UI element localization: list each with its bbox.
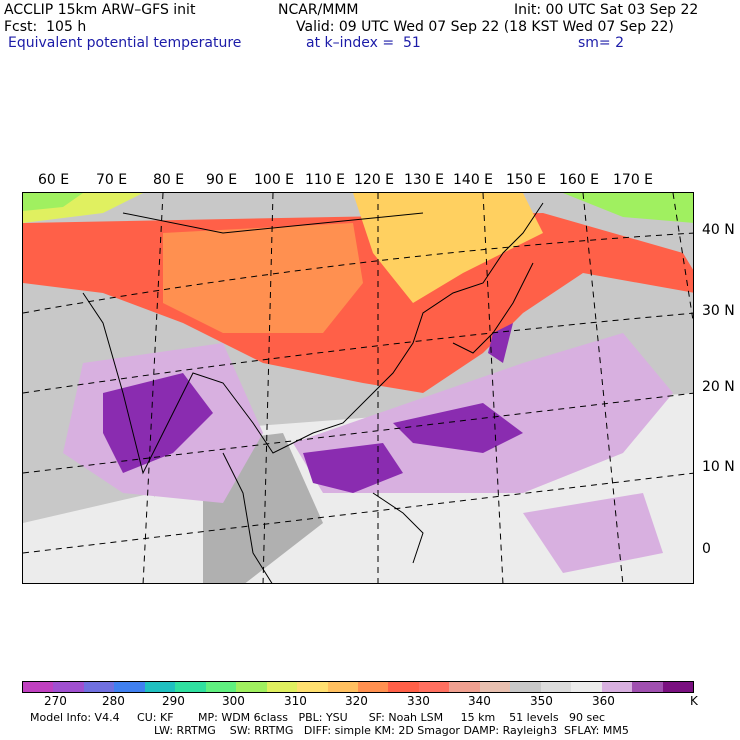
equatorial-light-purple bbox=[523, 493, 663, 573]
colorbar-segment bbox=[449, 682, 480, 692]
colorbar-tick: 290 bbox=[162, 694, 185, 708]
init-time: Init: 00 UTC Sat 03 Sep 22 bbox=[514, 2, 699, 18]
forecast-hour: Fcst: 105 h bbox=[4, 19, 87, 35]
lat-label: 0 bbox=[702, 541, 711, 557]
indian-ocean-light bbox=[23, 493, 183, 583]
india-moist-core bbox=[103, 373, 213, 473]
colorbar-tick: 310 bbox=[284, 694, 307, 708]
lon-label: 140 E bbox=[453, 172, 494, 188]
organization-label: NCAR/MMM bbox=[278, 2, 359, 18]
colorbar bbox=[22, 681, 694, 693]
northeast-yellow-region bbox=[353, 193, 543, 303]
lon-label: 160 E bbox=[559, 172, 600, 188]
lon-label: 120 E bbox=[354, 172, 395, 188]
lat-label: 20 N bbox=[702, 379, 735, 395]
lon-label: 80 E bbox=[153, 172, 185, 188]
valid-time: Valid: 09 UTC Wed 07 Sep 22 (18 KST Wed … bbox=[296, 19, 674, 35]
theta-e-map bbox=[22, 192, 694, 584]
colorbar-segment bbox=[540, 682, 572, 692]
lon-label: 150 E bbox=[506, 172, 547, 188]
colorbar-segment bbox=[205, 682, 237, 692]
field-name: Equivalent potential temperature bbox=[8, 35, 242, 51]
colorbar-segment bbox=[53, 682, 84, 692]
colorbar-segment bbox=[327, 682, 358, 692]
smoothing-value: sm= 2 bbox=[578, 35, 625, 51]
lon-label: 170 E bbox=[613, 172, 654, 188]
colorbar-segment bbox=[114, 682, 145, 692]
colorbar-segment bbox=[388, 682, 419, 692]
lon-label: 60 E bbox=[38, 172, 70, 188]
colorbar-tick: 350 bbox=[530, 694, 553, 708]
lat-label: 30 N bbox=[702, 303, 735, 319]
colorbar-segment bbox=[266, 682, 298, 692]
level-index: at k–index = 51 bbox=[306, 35, 421, 51]
colorbar-segment bbox=[236, 682, 267, 692]
colorbar-tick: 300 bbox=[222, 694, 245, 708]
colorbar-tick: 360 bbox=[592, 694, 615, 708]
colorbar-tick: 330 bbox=[407, 694, 430, 708]
colorbar-segment bbox=[479, 682, 511, 692]
colorbar-segment bbox=[23, 682, 54, 692]
northwest-green bbox=[23, 193, 83, 211]
colorbar-segment bbox=[632, 682, 663, 692]
colorbar-tick: 270 bbox=[44, 694, 67, 708]
map-canvas bbox=[23, 193, 693, 583]
lon-label: 90 E bbox=[206, 172, 238, 188]
philippine-sea-moist-core bbox=[393, 403, 523, 453]
lon-label: 100 E bbox=[254, 172, 295, 188]
colorbar-segment bbox=[662, 682, 693, 692]
lon-label: 110 E bbox=[305, 172, 346, 188]
colorbar-segment bbox=[571, 682, 602, 692]
colorbar-segment bbox=[175, 682, 206, 692]
colorbar-tick: 320 bbox=[345, 694, 368, 708]
colorbar-tick: 340 bbox=[468, 694, 491, 708]
colorbar-tick: 280 bbox=[102, 694, 125, 708]
colorbar-segment bbox=[510, 682, 541, 692]
lon-label: 130 E bbox=[404, 172, 445, 188]
model-title: ACCLIP 15km ARW–GFS init bbox=[4, 2, 196, 18]
colorbar-segment bbox=[144, 682, 176, 692]
colorbar-segment bbox=[83, 682, 115, 692]
colorbar-segment bbox=[418, 682, 450, 692]
china-warm-region bbox=[163, 223, 363, 333]
lon-label: 70 E bbox=[96, 172, 128, 188]
lat-label: 40 N bbox=[702, 222, 735, 238]
colorbar-unit: K bbox=[690, 694, 698, 708]
far-north-green bbox=[563, 193, 693, 223]
colorbar-segment bbox=[357, 682, 389, 692]
graticule bbox=[23, 193, 693, 583]
colorbar-segment bbox=[601, 682, 633, 692]
colorbar-segment bbox=[297, 682, 328, 692]
model-info-line1: Model Info: V4.4 CU: KF MP: WDM 6class P… bbox=[30, 711, 606, 724]
lat-label: 10 N bbox=[702, 459, 735, 475]
model-info-line2: LW: RRTMG SW: RRTMG DIFF: simple KM: 2D … bbox=[154, 724, 629, 737]
